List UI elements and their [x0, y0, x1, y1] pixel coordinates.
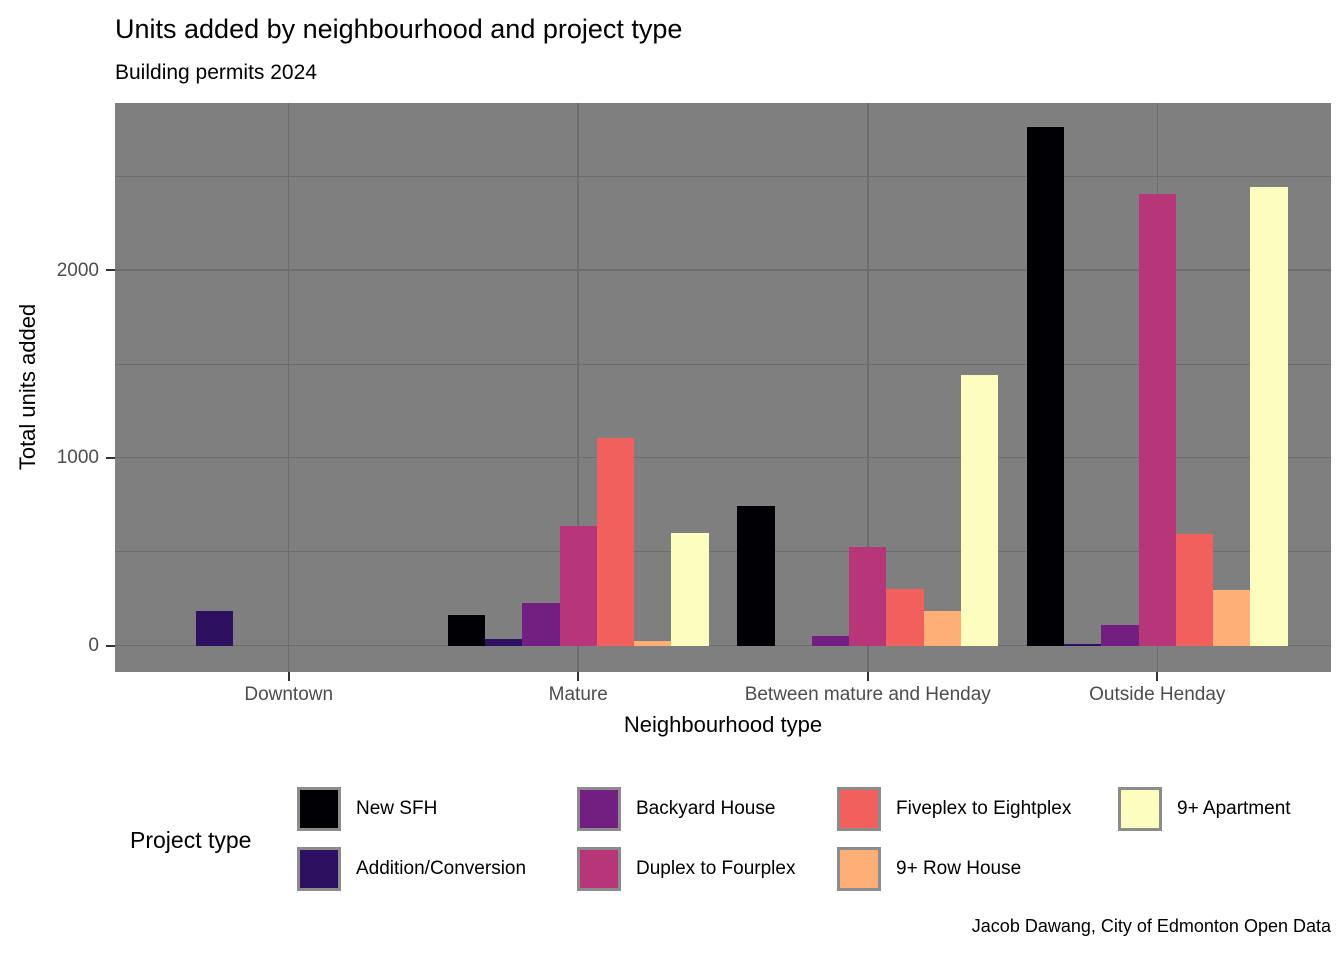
plot-panel	[115, 103, 1331, 672]
bar-fiveplex-to-eightplex-outside-henday	[1175, 533, 1214, 646]
legend-label: 9+ Apartment	[1177, 798, 1291, 819]
legend-key-swatch	[297, 787, 341, 831]
bar-addition-conversion-mature	[485, 639, 523, 646]
bar-9-row-house-mature	[634, 641, 672, 646]
y-minor-gridline	[115, 551, 1331, 553]
x-tick-mark	[287, 672, 290, 681]
legend-key-swatch	[1118, 787, 1162, 831]
bar-duplex-to-fourplex-between-mature-and-henday	[849, 547, 887, 646]
bar-fiveplex-to-eightplex-mature	[596, 438, 635, 646]
bar-new-sfh-outside-henday	[1027, 127, 1065, 646]
x-tick-label: Outside Henday	[1089, 684, 1226, 705]
legend-label: New SFH	[356, 798, 438, 819]
y-tick-mark	[106, 644, 115, 647]
bar-duplex-to-fourplex-mature	[559, 525, 597, 646]
x-major-gridline	[577, 103, 579, 672]
legend-label: Backyard House	[636, 798, 776, 819]
legend-label: 9+ Row House	[896, 858, 1022, 879]
bar-9-apartment-between-mature-and-henday	[960, 375, 999, 646]
x-tick-mark	[577, 672, 580, 681]
legend-title: Project type	[130, 827, 252, 853]
chart-title: Units added by neighbourhood and project…	[115, 14, 683, 44]
chart-subtitle: Building permits 2024	[115, 61, 317, 84]
bar-backyard-house-mature	[522, 602, 560, 646]
legend-label: Duplex to Fourplex	[636, 858, 796, 879]
x-tick-label: Mature	[548, 684, 608, 705]
y-minor-gridline	[115, 175, 1331, 177]
bar-fiveplex-to-eightplex-between-mature-and-henday	[886, 589, 924, 646]
legend-label: Fiveplex to Eightplex	[896, 798, 1072, 819]
bar-addition-conversion-outside-henday	[1064, 643, 1102, 646]
bar-backyard-house-between-mature-and-henday	[811, 636, 850, 646]
x-tick-mark	[866, 672, 869, 681]
legend-key-swatch	[837, 787, 881, 831]
x-tick-label: Downtown	[244, 684, 334, 705]
bar-9-row-house-between-mature-and-henday	[923, 610, 961, 646]
bar-9-apartment-outside-henday	[1250, 186, 1288, 646]
x-major-gridline	[867, 103, 869, 672]
bar-duplex-to-fourplex-outside-henday	[1138, 194, 1176, 646]
y-major-gridline	[115, 456, 1331, 459]
bar-addition-conversion-downtown	[195, 610, 233, 646]
y-tick-mark	[106, 269, 115, 271]
y-tick-mark	[106, 456, 115, 459]
y-axis-title: Total units added	[15, 303, 40, 471]
bar-new-sfh-between-mature-and-henday	[737, 505, 775, 646]
x-tick-label: Between mature and Henday	[744, 684, 991, 705]
bar-new-sfh-mature	[447, 614, 486, 646]
chart-caption: Jacob Dawang, City of Edmonton Open Data	[971, 916, 1331, 936]
bar-9-apartment-mature	[671, 533, 709, 646]
y-tick-label: 1000	[56, 447, 99, 469]
y-major-gridline	[115, 644, 1331, 647]
legend-key-swatch	[297, 847, 341, 891]
bar-9-row-house-outside-henday	[1213, 590, 1251, 646]
legend-label: Addition/Conversion	[356, 858, 527, 879]
legend-key-swatch	[577, 847, 621, 891]
legend-key-swatch	[577, 787, 621, 831]
x-major-gridline	[287, 103, 290, 672]
y-tick-label: 2000	[56, 259, 99, 281]
y-major-gridline	[115, 269, 1331, 271]
bar-backyard-house-outside-henday	[1101, 625, 1139, 646]
x-tick-mark	[1156, 672, 1159, 681]
legend-key-swatch	[837, 847, 881, 891]
y-minor-gridline	[115, 363, 1331, 365]
x-axis-title: Neighbourhood type	[623, 712, 823, 737]
y-tick-label: 0	[88, 635, 99, 657]
